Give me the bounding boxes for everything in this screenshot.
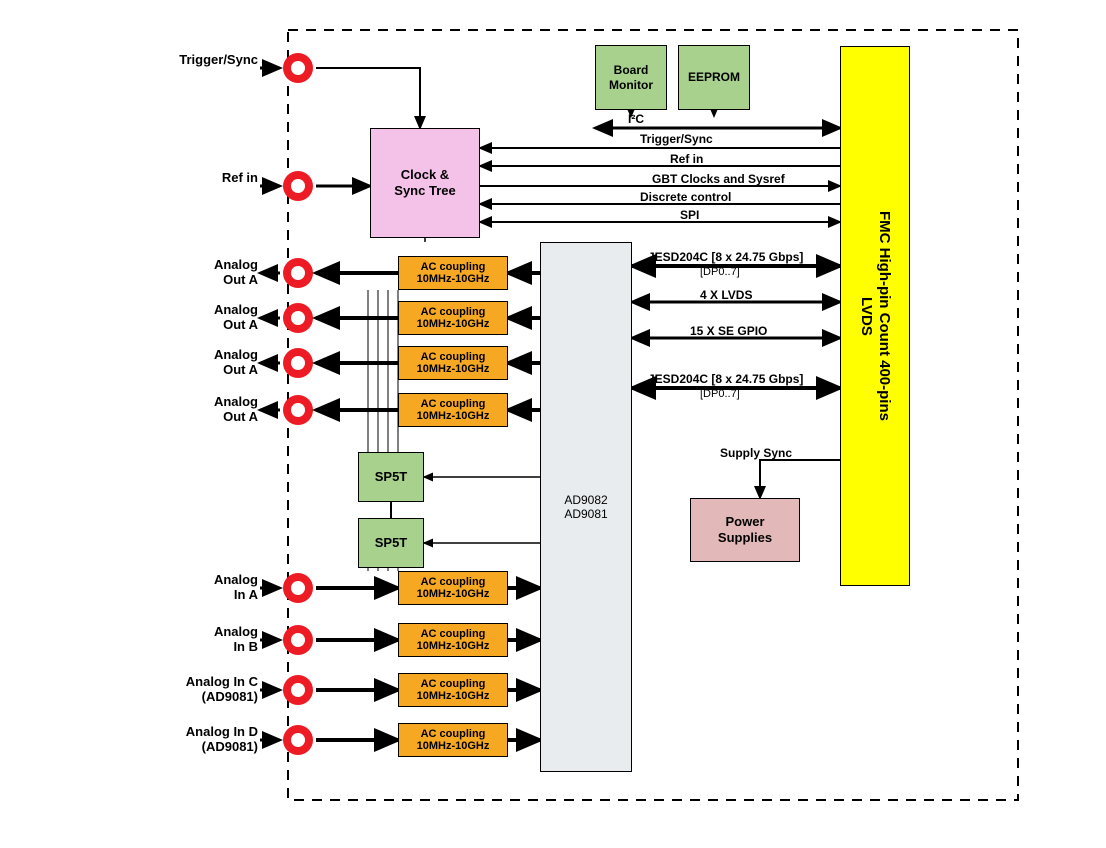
ac-out-1: AC coupling10MHz-10GHz bbox=[398, 301, 508, 335]
bus-label: 15 X SE GPIO bbox=[690, 324, 767, 338]
port-label-outA4: AnalogOut A bbox=[98, 394, 258, 424]
ac-out-3: AC coupling10MHz-10GHz bbox=[398, 393, 508, 427]
bus-label: Supply Sync bbox=[720, 446, 792, 460]
port-label-outA2: AnalogOut A bbox=[98, 302, 258, 332]
ac-in-2: AC coupling10MHz-10GHz bbox=[398, 673, 508, 707]
bus-label: [DP0..7] bbox=[700, 266, 740, 278]
clock-sync-tree-block: Clock &Sync Tree bbox=[370, 128, 480, 238]
port-label-inD: Analog In D(AD9081) bbox=[98, 724, 258, 754]
bus-label: [DP0..7] bbox=[700, 388, 740, 400]
bus-label: JESD204C [8 x 24.75 Gbps] bbox=[648, 372, 803, 386]
ac-out-0: AC coupling10MHz-10GHz bbox=[398, 256, 508, 290]
port-label-outA1: AnalogOut A bbox=[98, 257, 258, 287]
bus-label: I²C bbox=[628, 112, 644, 126]
port-label-inC: Analog In C(AD9081) bbox=[98, 674, 258, 704]
ac-in-0: AC coupling10MHz-10GHz bbox=[398, 571, 508, 605]
ac-in-3: AC coupling10MHz-10GHz bbox=[398, 723, 508, 757]
bus-label: 4 X LVDS bbox=[700, 288, 752, 302]
bus-label: Discrete control bbox=[640, 190, 731, 204]
ac-in-1: AC coupling10MHz-10GHz bbox=[398, 623, 508, 657]
bus-label: GBT Clocks and Sysref bbox=[652, 172, 785, 186]
adc-block: AD9082AD9081 bbox=[540, 242, 632, 772]
sp5t-1-block: SP5T bbox=[358, 452, 424, 502]
port-label-refin: Ref in bbox=[98, 170, 258, 185]
sp5t-2-block: SP5T bbox=[358, 518, 424, 568]
port-label-inB: AnalogIn B bbox=[98, 624, 258, 654]
bus-label: Trigger/Sync bbox=[640, 132, 713, 146]
port-label-outA3: AnalogOut A bbox=[98, 347, 258, 377]
power-supplies-block: PowerSupplies bbox=[690, 498, 800, 562]
bus-label: SPI bbox=[680, 208, 699, 222]
board-monitor-block: BoardMonitor bbox=[595, 45, 667, 110]
eeprom-block: EEPROM bbox=[678, 45, 750, 110]
bus-label: Ref in bbox=[670, 152, 703, 166]
port-label-inA: AnalogIn A bbox=[98, 572, 258, 602]
ac-out-2: AC coupling10MHz-10GHz bbox=[398, 346, 508, 380]
fmc-block: FMC High-pin Count 400-pinsLVDS bbox=[840, 46, 910, 586]
port-label-trigger: Trigger/Sync bbox=[98, 52, 258, 67]
bus-label: JESD204C [8 x 24.75 Gbps] bbox=[648, 250, 803, 264]
